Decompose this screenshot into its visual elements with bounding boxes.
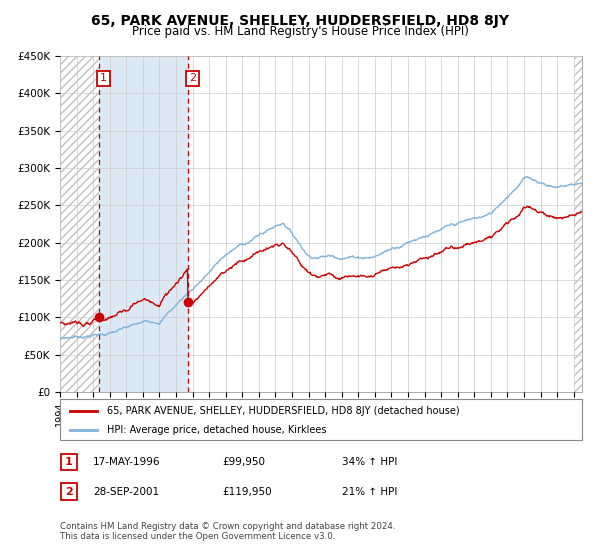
Text: £119,950: £119,950 [222, 487, 272, 497]
Text: 2: 2 [189, 73, 196, 83]
Text: 65, PARK AVENUE, SHELLEY, HUDDERSFIELD, HD8 8JY (detached house): 65, PARK AVENUE, SHELLEY, HUDDERSFIELD, … [107, 405, 460, 416]
FancyBboxPatch shape [61, 454, 77, 470]
Bar [574, 56, 599, 392]
FancyBboxPatch shape [60, 399, 582, 440]
Text: 28-SEP-2001: 28-SEP-2001 [93, 487, 159, 497]
Text: 2: 2 [65, 487, 73, 497]
Text: 17-MAY-1996: 17-MAY-1996 [93, 457, 161, 467]
Text: 34% ↑ HPI: 34% ↑ HPI [342, 457, 397, 467]
Text: Contains HM Land Registry data © Crown copyright and database right 2024.
This d: Contains HM Land Registry data © Crown c… [60, 522, 395, 542]
Bar [100, 56, 188, 392]
Text: £99,950: £99,950 [222, 457, 265, 467]
Text: Price paid vs. HM Land Registry's House Price Index (HPI): Price paid vs. HM Land Registry's House … [131, 25, 469, 38]
Text: 1: 1 [65, 457, 73, 467]
Text: 1: 1 [100, 73, 107, 83]
Text: HPI: Average price, detached house, Kirklees: HPI: Average price, detached house, Kirk… [107, 424, 326, 435]
Bar [60, 56, 100, 392]
FancyBboxPatch shape [61, 483, 77, 500]
Text: 65, PARK AVENUE, SHELLEY, HUDDERSFIELD, HD8 8JY: 65, PARK AVENUE, SHELLEY, HUDDERSFIELD, … [91, 14, 509, 28]
Text: 21% ↑ HPI: 21% ↑ HPI [342, 487, 397, 497]
